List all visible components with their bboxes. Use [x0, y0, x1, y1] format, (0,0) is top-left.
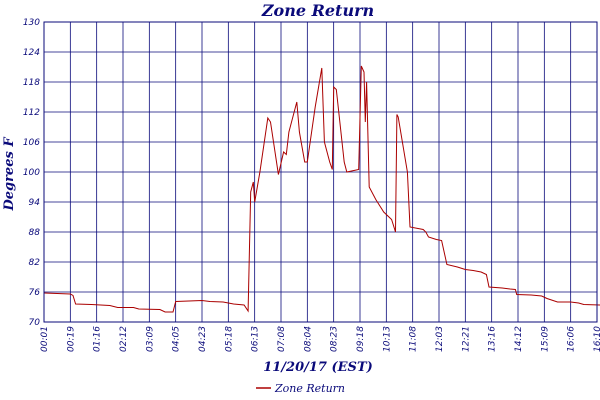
- x-tick-label: 11:08: [409, 326, 419, 352]
- x-tick-label: 10:13: [382, 326, 392, 352]
- y-tick-label: 100: [23, 168, 40, 178]
- x-tick-label: 05:18: [224, 326, 234, 352]
- x-tick-label: 16:06: [567, 326, 577, 352]
- x-tick-label: 07:08: [277, 326, 287, 352]
- x-tick-label: 16:10: [593, 326, 600, 352]
- legend-label-zone-return: Zone Return: [274, 382, 345, 395]
- x-tick-label: 03:09: [145, 326, 155, 352]
- y-tick-label: 70: [29, 318, 41, 328]
- y-tick-label: 118: [23, 78, 40, 88]
- x-tick-label: 04:23: [198, 326, 208, 352]
- y-tick-label: 94: [29, 198, 41, 208]
- x-tick-label: 00:19: [66, 326, 76, 352]
- y-tick-label: 88: [29, 228, 41, 238]
- x-tick-label: 15:09: [540, 326, 550, 352]
- grid: [43, 21, 598, 323]
- y-tick-label: 130: [23, 18, 40, 28]
- x-tick-label: 00:01: [40, 326, 50, 352]
- legend: Zone Return: [256, 382, 345, 395]
- y-tick-label: 106: [23, 138, 40, 148]
- x-tick-label: 06:13: [251, 326, 261, 352]
- y-axis-title: Degrees F: [2, 137, 17, 212]
- series-line-zone-return: [43, 65, 600, 313]
- x-tick-label: 09:18: [356, 326, 366, 352]
- x-tick-label: 02:12: [119, 326, 129, 352]
- x-axis-title: 11/20/17 (EST): [263, 360, 373, 375]
- x-tick-label: 12:21: [461, 326, 471, 352]
- y-tick-labels: 70 76 82 88 94 100 106 112 118 124 130: [23, 18, 40, 328]
- x-tick-label: 04:05: [172, 326, 182, 352]
- x-tick-label: 08:23: [330, 326, 340, 352]
- y-tick-label: 112: [23, 108, 40, 118]
- plot-border: [43, 21, 598, 323]
- x-tick-label: 01:16: [93, 326, 103, 352]
- y-tick-label: 76: [29, 288, 41, 298]
- x-tick-label: 12:03: [435, 326, 445, 352]
- x-tick-label: 13:16: [488, 326, 498, 352]
- x-tick-label: 14:12: [514, 326, 524, 352]
- x-tick-label: 08:04: [303, 326, 313, 352]
- y-tick-label: 124: [23, 48, 40, 58]
- y-tick-label: 82: [29, 258, 41, 268]
- x-tick-labels: 00:01 00:19 01:16 02:12 03:09 04:05 04:23 05:18…: [40, 326, 600, 352]
- chart-title: Zone Return: [261, 1, 374, 20]
